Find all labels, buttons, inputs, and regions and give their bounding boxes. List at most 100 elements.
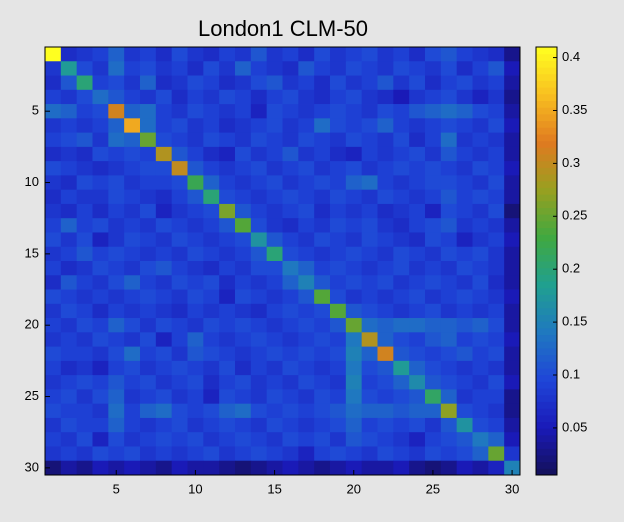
cell <box>235 203 252 219</box>
cell <box>314 175 331 191</box>
colorbar-frame <box>535 46 558 476</box>
cell <box>377 146 394 162</box>
cell <box>203 332 220 347</box>
cell <box>155 203 173 219</box>
cell <box>361 375 378 390</box>
cell <box>266 261 283 276</box>
cell <box>45 275 62 290</box>
cell <box>92 289 109 305</box>
cell <box>488 446 505 462</box>
cell <box>456 303 473 319</box>
cell <box>361 246 378 262</box>
colorbar-swatch <box>536 60 557 68</box>
cell <box>488 118 505 133</box>
cell <box>488 146 505 162</box>
cell <box>425 218 442 233</box>
cell <box>393 189 410 205</box>
cell <box>235 275 252 290</box>
cell <box>219 75 236 91</box>
cell <box>203 132 220 148</box>
cell <box>425 132 442 148</box>
cell <box>60 232 78 248</box>
cell <box>108 289 125 305</box>
cell <box>409 403 426 419</box>
cell <box>298 303 315 319</box>
colorbar-swatch <box>536 321 557 329</box>
cell <box>409 61 426 76</box>
cell <box>345 161 363 176</box>
cell <box>266 175 283 191</box>
cell <box>409 460 426 476</box>
cell <box>330 61 347 76</box>
x-tick-label: 5 <box>113 481 120 496</box>
cell <box>488 132 505 148</box>
cell <box>92 332 109 347</box>
cell <box>76 232 93 248</box>
cell <box>282 403 299 419</box>
cell <box>155 460 173 476</box>
cell <box>456 360 473 376</box>
colorbar-swatch <box>536 174 557 182</box>
cell <box>266 232 283 248</box>
cell <box>345 303 363 319</box>
cell <box>266 403 283 419</box>
cell <box>504 175 521 191</box>
cell <box>488 275 505 290</box>
cell <box>440 261 458 276</box>
cell <box>298 275 315 290</box>
cell <box>92 275 109 290</box>
cell <box>266 132 283 148</box>
cell <box>140 303 157 319</box>
cell <box>504 246 521 262</box>
cell <box>219 446 236 462</box>
cell <box>377 346 394 362</box>
cell <box>45 261 62 276</box>
cell <box>377 432 394 447</box>
cell <box>393 203 410 219</box>
cell <box>440 389 458 405</box>
cell <box>504 218 521 233</box>
cell <box>330 232 347 248</box>
colorbar-swatch <box>536 247 557 255</box>
cell <box>425 246 442 262</box>
cell <box>361 275 378 290</box>
cell <box>345 389 363 405</box>
cell <box>171 203 188 219</box>
cell <box>92 389 109 405</box>
colorbar-swatch <box>536 47 557 55</box>
cell <box>298 346 315 362</box>
cell <box>282 446 299 462</box>
cell <box>140 232 157 248</box>
cell <box>440 118 458 133</box>
cell <box>124 318 141 333</box>
cell <box>155 75 173 91</box>
cell <box>219 175 236 191</box>
cell <box>440 460 458 476</box>
cell <box>266 375 283 390</box>
cell <box>504 61 521 76</box>
cell <box>330 203 347 219</box>
cell <box>219 460 236 476</box>
cell <box>456 246 473 262</box>
cell <box>282 303 299 319</box>
cell <box>92 261 109 276</box>
cell <box>108 346 125 362</box>
cell <box>250 61 268 76</box>
cell <box>92 146 109 162</box>
cell <box>472 203 489 219</box>
cell <box>504 47 521 62</box>
cell <box>298 261 315 276</box>
cell <box>377 118 394 133</box>
cell <box>440 432 458 447</box>
cell <box>456 132 473 148</box>
cell <box>393 261 410 276</box>
cell <box>377 460 394 476</box>
cell <box>298 375 315 390</box>
cell <box>314 318 331 333</box>
cell <box>250 346 268 362</box>
cell <box>472 246 489 262</box>
cell <box>282 346 299 362</box>
cell <box>345 446 363 462</box>
cell <box>298 332 315 347</box>
cell <box>504 303 521 319</box>
